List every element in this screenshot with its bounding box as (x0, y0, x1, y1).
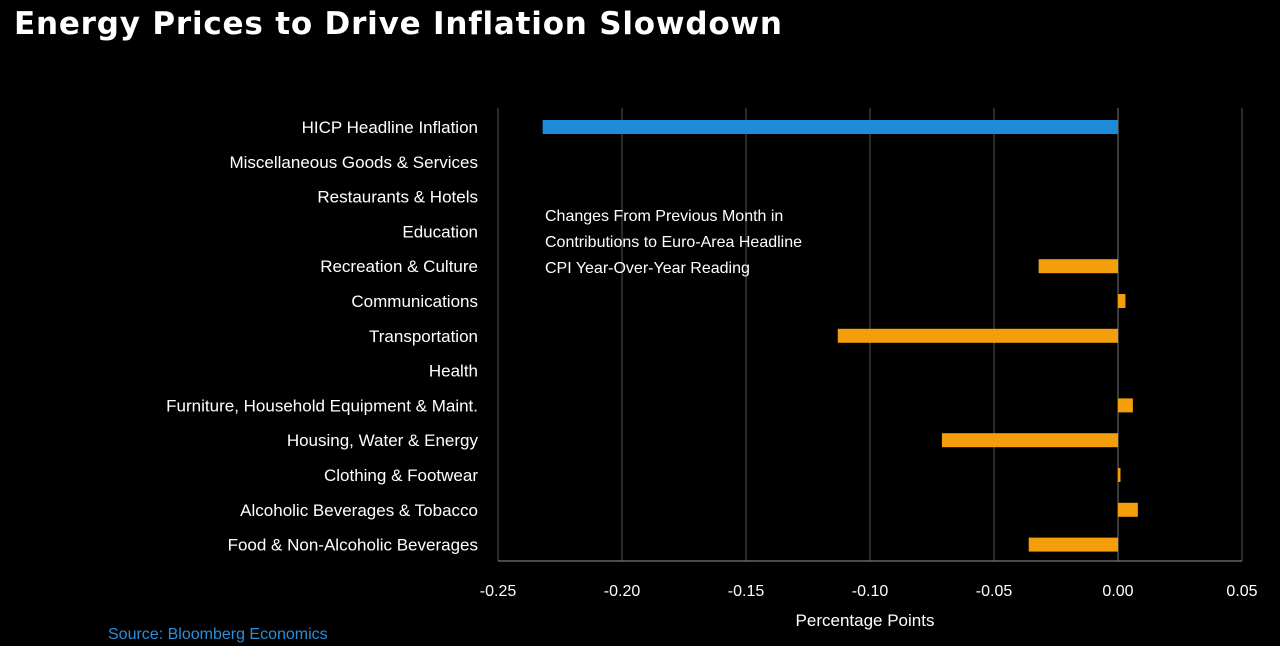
x-tick-label: 0.00 (1102, 583, 1133, 600)
x-tick-label: -0.15 (728, 583, 765, 600)
category-label: Alcoholic Beverages & Tobacco (240, 501, 478, 520)
x-tick-label: 0.05 (1226, 583, 1257, 600)
component-bar (1118, 502, 1138, 517)
bars (542, 120, 1138, 552)
headline-bar (542, 120, 1118, 134)
x-tick-label: -0.10 (852, 583, 889, 600)
x-axis-title: Percentage Points (796, 611, 935, 630)
x-tick-labels: -0.25 -0.20 -0.15 -0.10 -0.05 0.00 0.05 (480, 583, 1258, 600)
annotation-line-2: Contributions to Euro-Area Headline (545, 234, 803, 251)
x-tick-label: -0.25 (480, 583, 517, 600)
annotation-line-3: CPI Year-Over-Year Reading (545, 260, 750, 277)
component-bar (1118, 468, 1121, 482)
component-bar (941, 433, 1118, 448)
component-bar (1118, 294, 1126, 308)
category-label: Transportation (369, 327, 478, 346)
category-label: Housing, Water & Energy (287, 431, 479, 450)
x-tick-label: -0.20 (604, 583, 641, 600)
category-label: Restaurants & Hotels (317, 188, 478, 207)
chart-annotation: Changes From Previous Month in Contribut… (545, 204, 885, 282)
category-labels: HICP Headline Inflation Miscellaneous Goo… (166, 118, 478, 555)
x-tick-label: -0.05 (976, 583, 1013, 600)
component-bar (1038, 259, 1118, 274)
category-label: Communications (351, 292, 478, 311)
annotation-line-1: Changes From Previous Month in (545, 208, 784, 225)
category-label: Recreation & Culture (320, 257, 478, 276)
component-bar (1118, 398, 1133, 413)
chart-title: Energy Prices to Drive Inflation Slowdow… (14, 6, 783, 42)
category-label: Health (429, 362, 478, 381)
category-label: Furniture, Household Equipment & Maint. (166, 396, 478, 415)
component-bar (837, 328, 1118, 343)
source-note: Source: Bloomberg Economics (108, 626, 328, 643)
category-label: Miscellaneous Goods & Services (229, 153, 478, 172)
category-label: Clothing & Footwear (324, 466, 478, 485)
category-label: Food & Non-Alcoholic Beverages (228, 536, 478, 555)
component-bar (1028, 537, 1118, 552)
category-label: HICP Headline Inflation (302, 118, 478, 137)
category-label: Education (402, 222, 478, 241)
